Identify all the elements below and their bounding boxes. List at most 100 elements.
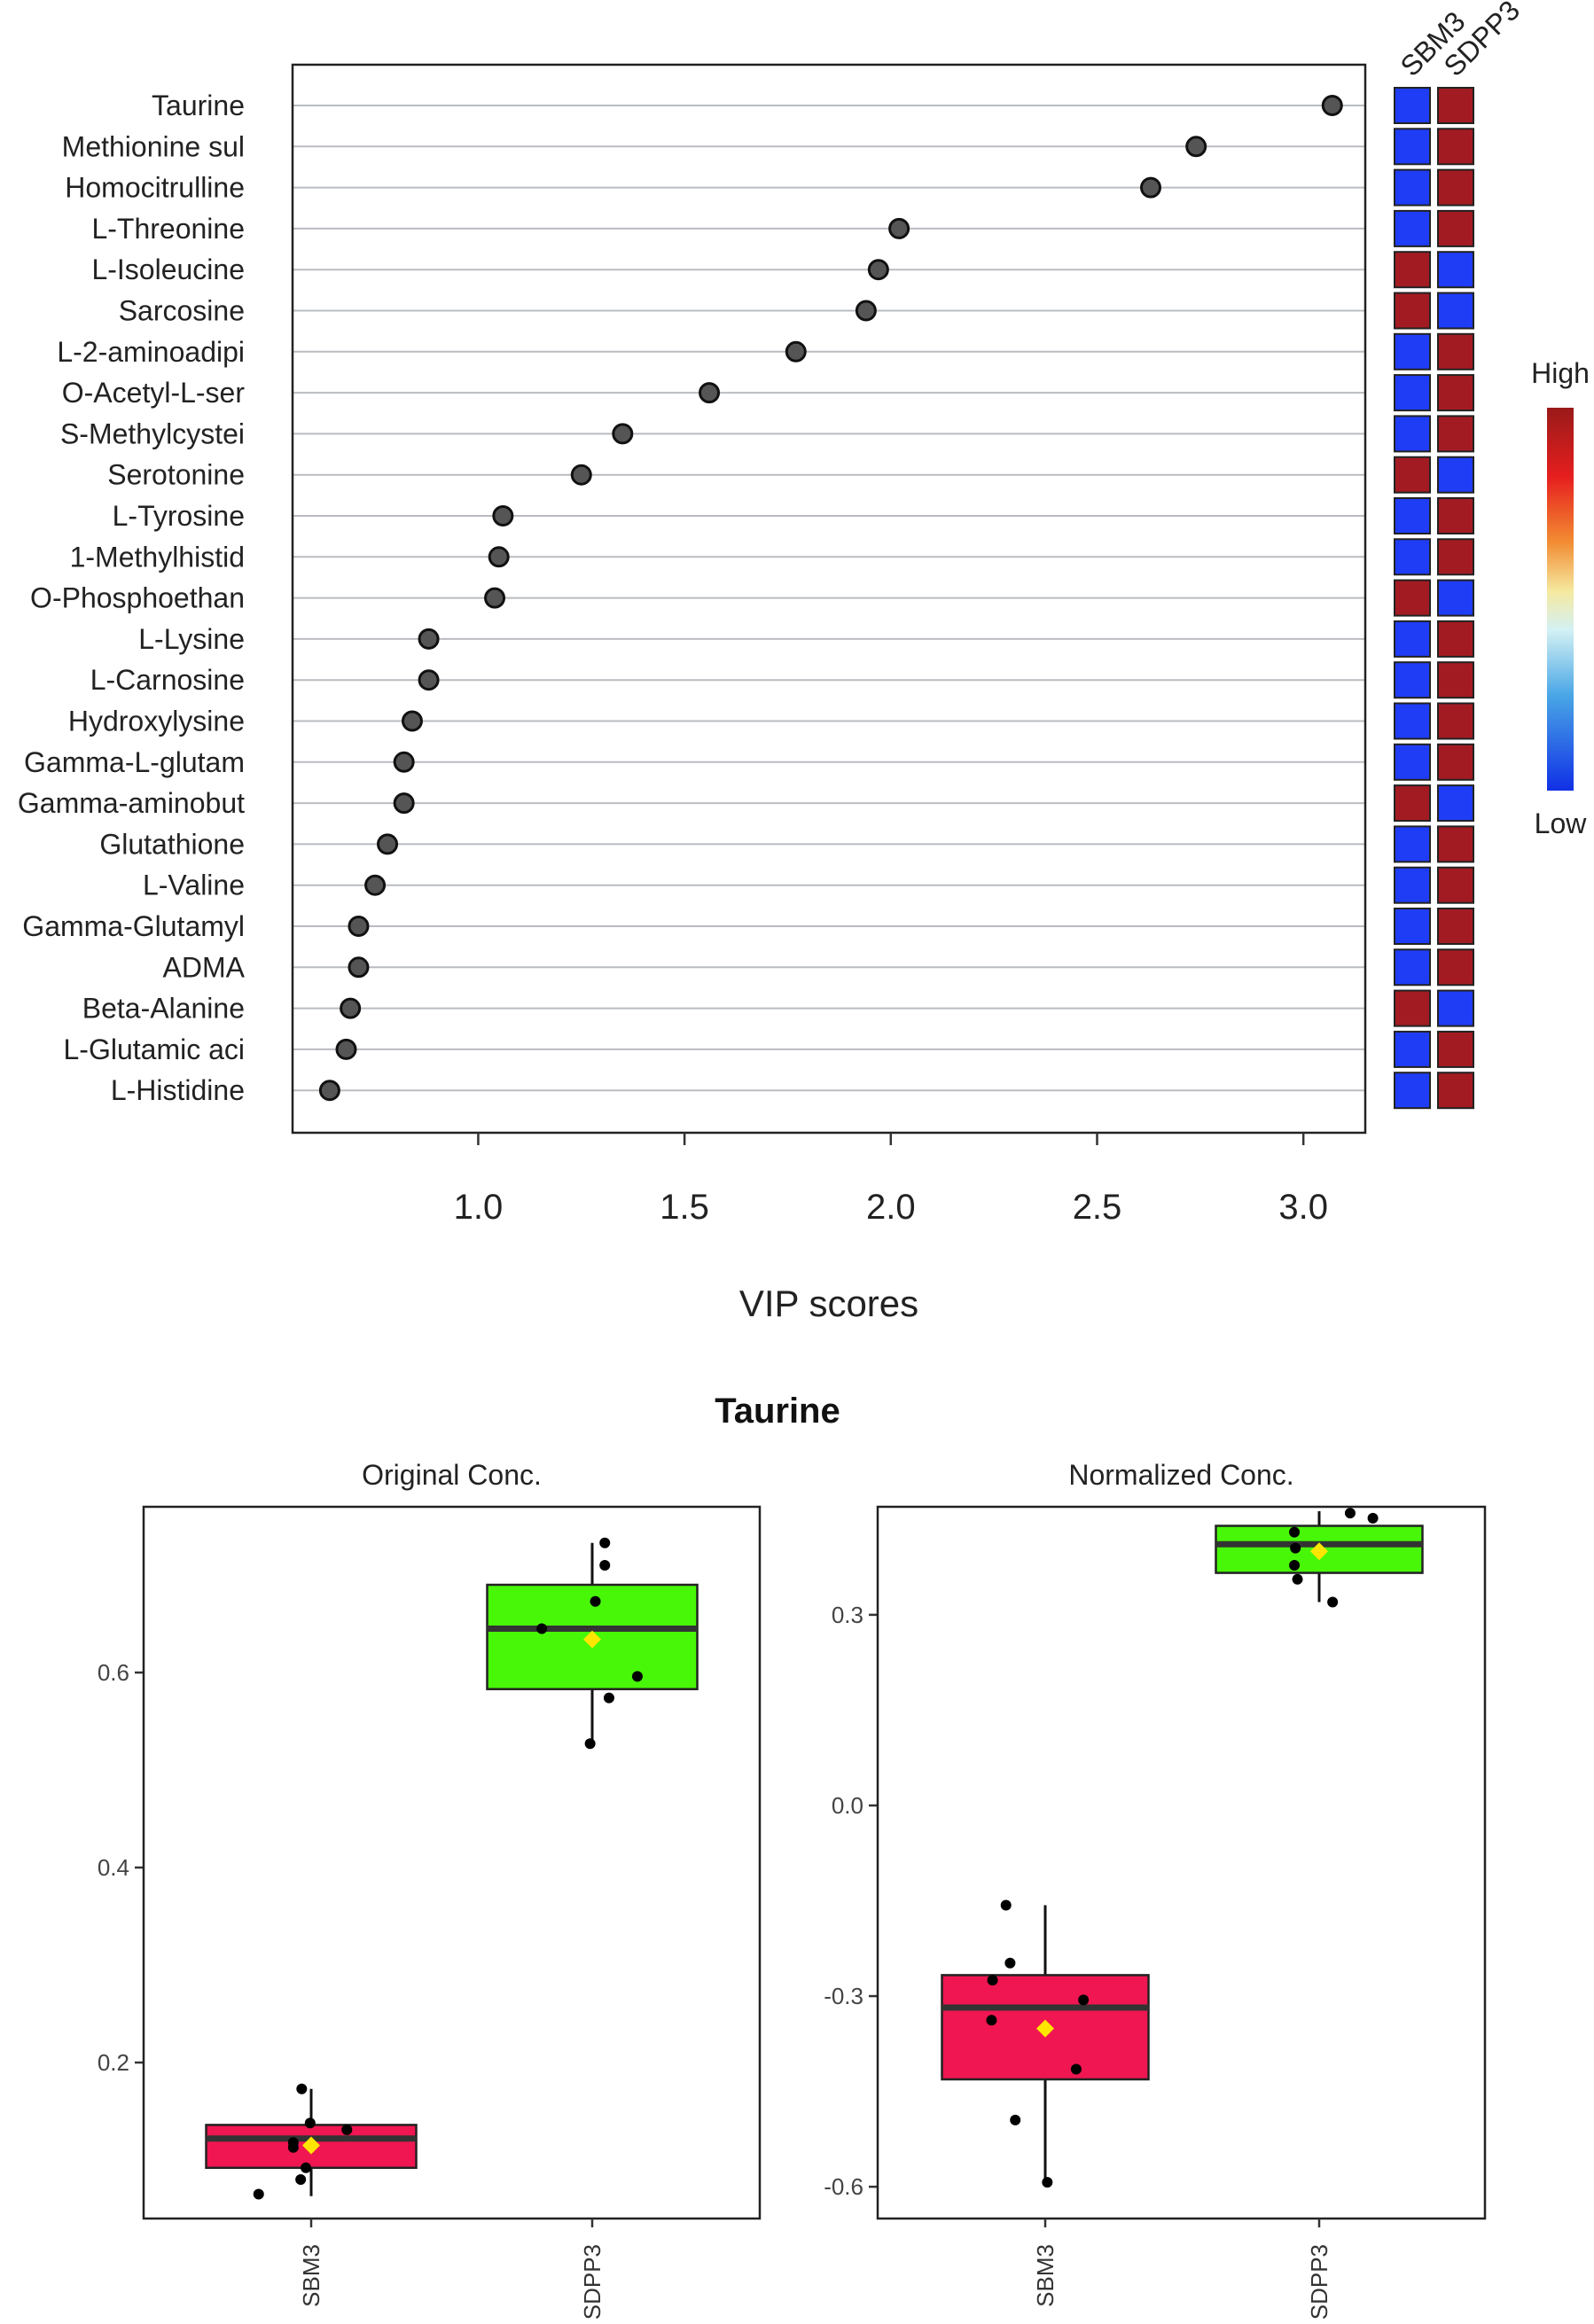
cell-o-phosphoethan-sdpp3	[1437, 579, 1474, 617]
point-l-valine	[364, 874, 387, 896]
data-point-sdpp3-11	[536, 1623, 548, 1634]
x-tick-label-3-0: 3.0	[1278, 1188, 1328, 1227]
data-point-sbm3-4	[287, 2137, 299, 2149]
data-point-sdpp3-14	[599, 1537, 611, 1548]
legend-gradient-bar	[1547, 408, 1574, 791]
cell-o-acetyl-l-ser-sdpp3	[1437, 374, 1474, 412]
data-point-sdpp3-12	[1289, 1526, 1301, 1538]
cell-sarcosine-sbm3	[1394, 292, 1431, 330]
cell-hydroxylysine-sdpp3	[1437, 702, 1474, 740]
label-o-phosphoethan: O-Phosphoethan	[30, 582, 245, 614]
cell-methionine-sul-sbm3	[1394, 128, 1431, 166]
point-gamma-l-glutam	[393, 751, 415, 773]
data-point-sbm3-3	[1078, 1994, 1090, 2006]
legend-low-label: Low	[1535, 807, 1588, 839]
label-gamma-l-glutam: Gamma-L-glutam	[24, 746, 245, 778]
cell-beta-alanine-sdpp3	[1437, 989, 1474, 1027]
label-serotonine: Serotonine	[107, 459, 245, 491]
vip-gridlines	[293, 105, 1365, 1092]
cell-l-lysine-sdpp3	[1437, 620, 1474, 658]
point-hydroxylysine	[401, 710, 423, 732]
cell-taurine-sbm3	[1394, 87, 1431, 124]
y-tick-label-0-6: 0.6	[98, 1659, 129, 1686]
label-hydroxylysine: Hydroxylysine	[68, 706, 245, 737]
cell-hydroxylysine-sbm3	[1394, 702, 1431, 740]
data-point-sdpp3-10	[1289, 1559, 1301, 1571]
point-l-isoleucine	[867, 259, 889, 281]
box-sbm3	[941, 1974, 1150, 2081]
data-point-sdpp3-13	[1344, 1508, 1356, 1519]
data-point-sbm3-4	[986, 2015, 997, 2026]
cell-serotonine-sdpp3	[1437, 456, 1474, 494]
cell-gamma-glutamyl-sdpp3	[1437, 908, 1474, 945]
vip-plot-frame	[291, 63, 1367, 1135]
label-homocitrulline: Homocitrulline	[65, 172, 245, 204]
cell-l-isoleucine-sbm3	[1394, 251, 1431, 289]
mean-marker-sdpp3	[583, 1630, 601, 1649]
mean-marker-sbm3	[1036, 2019, 1054, 2038]
label-beta-alanine: Beta-Alanine	[82, 993, 245, 1025]
point-gamma-glutamyl	[348, 916, 370, 937]
cell-l-histidine-sdpp3	[1437, 1072, 1474, 1110]
y-tick-label-0-2: 0.2	[98, 2049, 129, 2076]
cell-o-phosphoethan-sbm3	[1394, 579, 1431, 617]
label-taurine: Taurine	[152, 90, 245, 121]
point-s-methylcystei	[612, 423, 634, 445]
data-point-sbm3-2	[987, 1975, 998, 1986]
data-point-sbm3-5	[304, 2117, 316, 2129]
label-s-methylcystei: S-Methylcystei	[60, 417, 245, 449]
point-l-2-aminoadipi	[785, 340, 807, 363]
cell-1-methylhistid-sdpp3	[1437, 538, 1474, 576]
point-gamma-aminobut	[393, 792, 415, 815]
label-o-acetyl-l-ser: O-Acetyl-L-ser	[62, 377, 246, 409]
vip-x-axis: 1.0 1.5 2.0 2.5 3.0	[454, 1133, 1328, 1227]
panel-subtitle-original-conc: Original Conc.	[362, 1459, 542, 1491]
vip-x-axis-title: VIP scores	[739, 1283, 918, 1324]
y-tick-label-0-0: 0.0	[832, 1792, 863, 1819]
data-point-sdpp3-9	[603, 1692, 614, 1704]
data-point-sbm3-6	[1010, 2114, 1021, 2125]
label-l-lysine: L-Lysine	[138, 623, 245, 655]
category-label-sbm3: SBM3	[298, 2244, 324, 2307]
data-point-sdpp3-11	[1290, 1542, 1301, 1554]
cell-l-threonine-sbm3	[1394, 209, 1431, 247]
label-glutathione: Glutathione	[99, 828, 245, 860]
legend-high-label: High	[1531, 357, 1590, 389]
cell-homocitrulline-sdpp3	[1437, 168, 1474, 207]
category-label-sdpp3: SDPP3	[579, 2244, 606, 2320]
cell-adma-sdpp3	[1437, 948, 1474, 987]
data-point-sbm3-6	[341, 2124, 353, 2135]
cell-gamma-glutamyl-sbm3	[1394, 908, 1431, 945]
label-sarcosine: Sarcosine	[119, 295, 245, 327]
point-l-tyrosine	[492, 505, 514, 526]
cell-l-tyrosine-sdpp3	[1437, 497, 1474, 534]
data-point-sbm3-1	[1004, 1957, 1016, 1969]
cell-gamma-aminobut-sdpp3	[1437, 784, 1474, 823]
panel-subtitle-normalized-conc: Normalized Conc.	[1068, 1459, 1293, 1491]
data-point-sdpp3-10	[631, 1671, 643, 1682]
color-legend: High Low	[1531, 357, 1590, 839]
cell-l-lysine-sbm3	[1394, 620, 1431, 658]
point-adma	[348, 956, 370, 979]
data-point-sdpp3-13	[599, 1560, 611, 1571]
label-l-valine: L-Valine	[143, 870, 245, 901]
heatmap-cells	[1394, 87, 1474, 1110]
point-l-glutamic-aci	[335, 1038, 357, 1060]
point-1-methylhistid	[488, 546, 510, 568]
cell-l-2-aminoadipi-sbm3	[1394, 332, 1431, 370]
panel-frame-normalized-conc	[876, 1505, 1487, 2220]
label-methionine-sul: Methionine sul	[62, 130, 245, 162]
point-l-carnosine	[418, 669, 440, 691]
cell-l-2-aminoadipi-sdpp3	[1437, 332, 1474, 370]
cell-s-methylcystei-sdpp3	[1437, 415, 1474, 453]
label-1-methylhistid: 1-Methylhistid	[70, 541, 245, 573]
x-tick-label-2-5: 2.5	[1073, 1188, 1122, 1227]
cell-l-valine-sbm3	[1394, 866, 1431, 904]
metabolite-labels: Taurine Methionine sul Homocitrulline L-Thr…	[18, 90, 246, 1106]
cell-adma-sbm3	[1394, 948, 1431, 987]
data-point-sbm3-0	[253, 2188, 264, 2200]
label-l-carnosine: L-Carnosine	[90, 664, 245, 696]
vip-points	[318, 95, 1343, 1102]
data-point-sdpp3-8	[584, 1738, 596, 1750]
